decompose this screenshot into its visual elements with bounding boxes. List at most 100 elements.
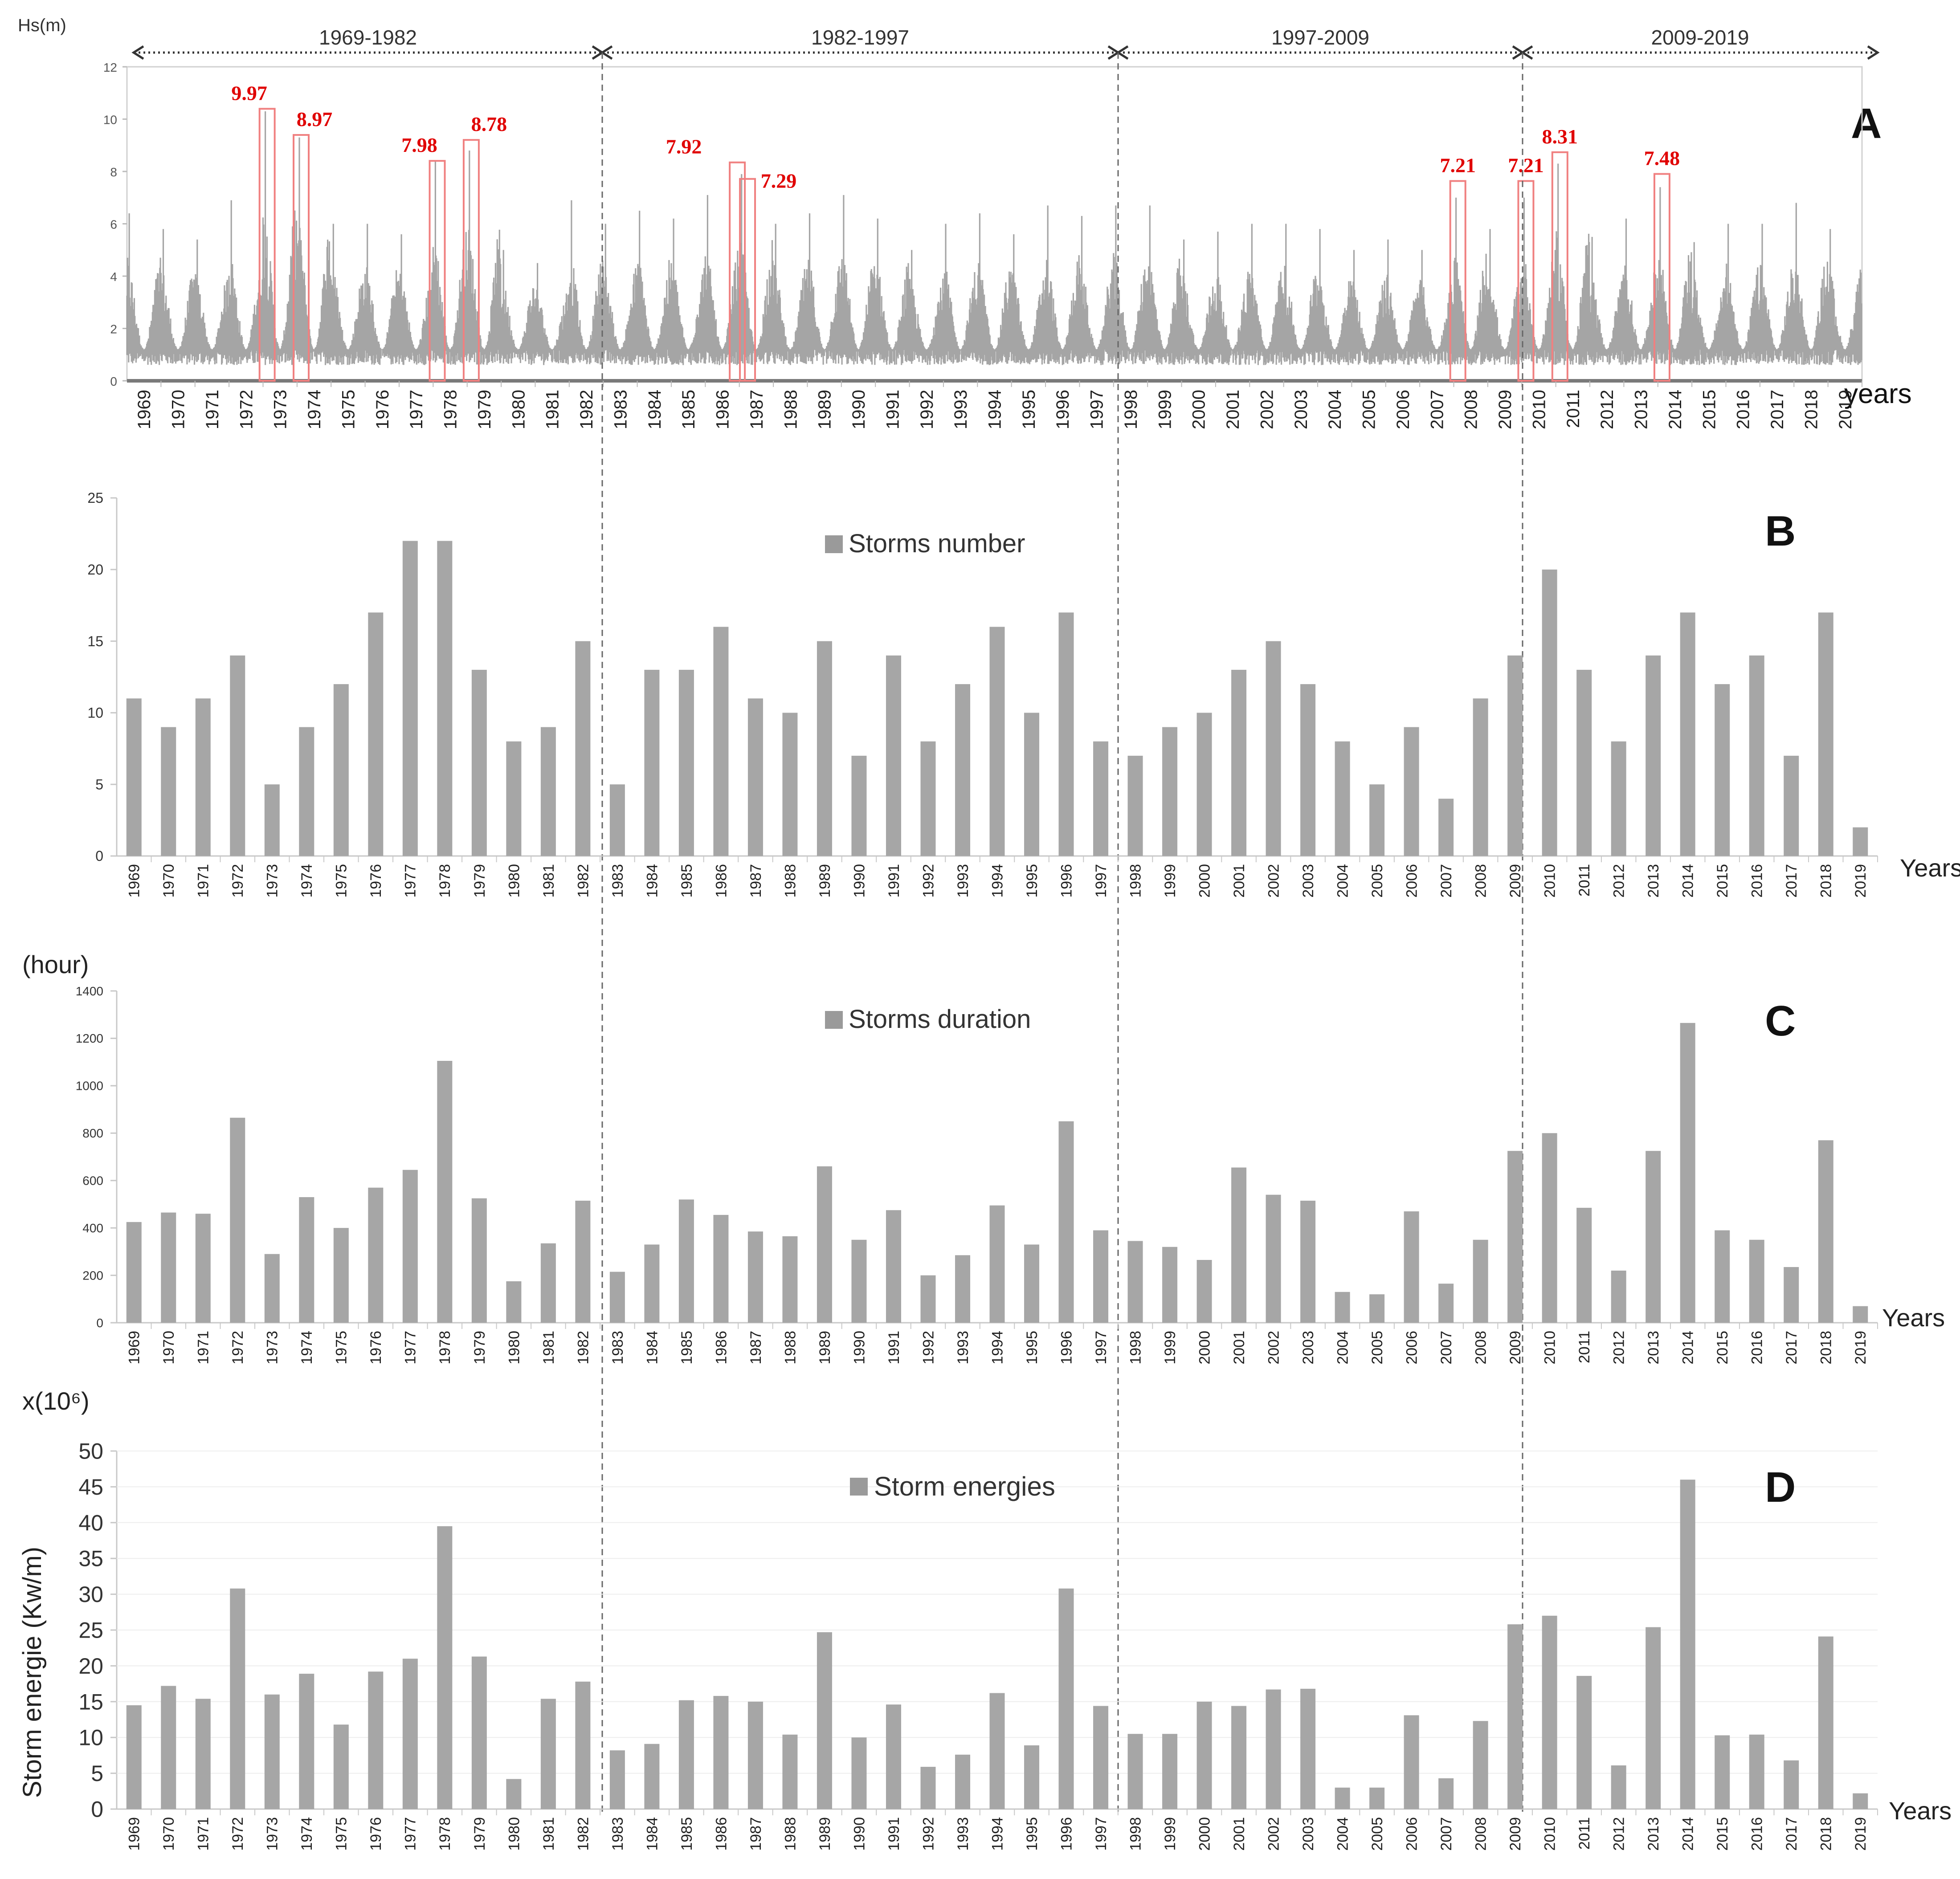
panel-a-peak-label: 7.21 bbox=[1508, 154, 1544, 176]
b-bar-2018 bbox=[1818, 612, 1833, 856]
d-xtick-label: 2019 bbox=[1852, 1817, 1869, 1851]
b-xtick-label: 1982 bbox=[575, 864, 592, 898]
c-xtick-label: 1995 bbox=[1024, 1331, 1041, 1365]
panel-a-xtick-label: 2016 bbox=[1734, 390, 1753, 429]
panel-c-xticks: 1969 1970 1971 1972 1973 1974 1975 1976 1977 1978… bbox=[126, 1331, 1869, 1365]
panel-a-xtick-label: 1992 bbox=[917, 390, 937, 429]
b-bar-2006 bbox=[1404, 727, 1419, 856]
c-bar-2009 bbox=[1507, 1151, 1523, 1323]
panel-a-peak-label: 8.97 bbox=[297, 108, 333, 130]
panel-a-xtick-label: 1984 bbox=[645, 390, 665, 429]
d-xtick-label: 1973 bbox=[264, 1817, 281, 1851]
d-xtick-label: 2006 bbox=[1404, 1817, 1421, 1851]
panel-c-storms-duration: (hour) 0 200 400 600 800 1000 1200 1400 1969 197… bbox=[22, 950, 1945, 1365]
panel-a-xtick-label: 1999 bbox=[1155, 390, 1175, 429]
panel-a-peak-label: 9.97 bbox=[231, 82, 267, 104]
c-xtick-label: 1988 bbox=[782, 1331, 799, 1365]
d-bar-2000 bbox=[1196, 1701, 1212, 1809]
d-xtick-label: 2003 bbox=[1300, 1817, 1317, 1851]
panel-a-xtick-label: 1977 bbox=[407, 390, 426, 429]
period-arrow-head-right bbox=[1867, 45, 1880, 60]
d-bar-1975 bbox=[333, 1724, 349, 1809]
d-xtick-label: 2017 bbox=[1783, 1817, 1800, 1851]
panel-a-xtick-label: 2005 bbox=[1360, 390, 1379, 429]
panel-a-xtick-label: 1980 bbox=[509, 390, 528, 429]
c-xtick-label: 2005 bbox=[1369, 1331, 1386, 1365]
panel-c-yticks: 0 200 400 600 800 1000 1200 1400 bbox=[76, 984, 103, 1330]
b-bar-2007 bbox=[1438, 799, 1454, 856]
b-bar-1984 bbox=[644, 669, 660, 856]
b-bar-2016 bbox=[1749, 655, 1764, 856]
d-xtick-label: 2016 bbox=[1749, 1817, 1766, 1851]
b-bar-2014 bbox=[1680, 612, 1695, 856]
c-ytick-label: 1400 bbox=[76, 984, 103, 998]
panel-a-ytick-label: 4 bbox=[110, 270, 117, 284]
c-bar-2005 bbox=[1369, 1294, 1385, 1323]
d-bar-2002 bbox=[1266, 1689, 1281, 1809]
b-bar-2008 bbox=[1473, 698, 1488, 856]
b-xtick-label: 1979 bbox=[471, 864, 488, 898]
b-bar-1972 bbox=[230, 655, 245, 856]
d-xtick-label: 2015 bbox=[1714, 1817, 1731, 1851]
c-bar-1972 bbox=[230, 1117, 245, 1323]
b-xtick-label: 2019 bbox=[1852, 864, 1869, 898]
c-xtick-label: 1998 bbox=[1127, 1331, 1144, 1365]
c-bar-1982 bbox=[575, 1200, 591, 1323]
d-xtick-label: 1993 bbox=[955, 1817, 972, 1851]
panel-a-xtick-label: 1986 bbox=[713, 390, 733, 429]
c-bar-1984 bbox=[644, 1244, 660, 1323]
period-label: 1982-1997 bbox=[811, 26, 909, 49]
c-bar-1999 bbox=[1162, 1247, 1178, 1323]
b-xtick-label: 1972 bbox=[229, 864, 246, 898]
c-xtick-label: 2002 bbox=[1265, 1331, 1282, 1365]
d-bar-1979 bbox=[471, 1656, 487, 1809]
d-bar-2019 bbox=[1853, 1793, 1868, 1809]
d-xtick-label: 1977 bbox=[402, 1817, 419, 1851]
c-xtick-label: 2011 bbox=[1576, 1331, 1593, 1363]
d-ytick-label: 45 bbox=[78, 1475, 103, 1500]
d-ytick-label: 20 bbox=[78, 1654, 103, 1679]
c-bar-1970 bbox=[161, 1212, 176, 1323]
b-bar-1979 bbox=[471, 669, 487, 856]
c-bar-1979 bbox=[471, 1198, 487, 1323]
panel-a-xtick-label: 2018 bbox=[1801, 390, 1821, 429]
panel-a-xtick-label: 2007 bbox=[1427, 390, 1447, 429]
panel-a-peak-label: 8.31 bbox=[1542, 125, 1578, 148]
d-bar-2006 bbox=[1404, 1715, 1419, 1809]
d-xtick-label: 1996 bbox=[1058, 1817, 1075, 1851]
b-xtick-label: 2006 bbox=[1404, 864, 1421, 898]
d-xtick-label: 1979 bbox=[471, 1817, 488, 1851]
b-bar-1986 bbox=[713, 627, 729, 856]
b-xtick-label: 2009 bbox=[1507, 864, 1524, 898]
b-xtick-label: 1992 bbox=[920, 864, 937, 898]
c-xtick-label: 1973 bbox=[264, 1331, 281, 1365]
b-bar-2013 bbox=[1646, 655, 1661, 856]
d-ytick-label: 25 bbox=[78, 1618, 103, 1643]
panel-a-xtick-label: 1976 bbox=[373, 390, 392, 429]
d-bar-1993 bbox=[955, 1754, 970, 1809]
c-xtick-label: 1976 bbox=[368, 1331, 384, 1365]
b-xtick-label: 1987 bbox=[747, 864, 764, 898]
d-xtick-label: 1970 bbox=[160, 1817, 177, 1851]
panel-a-ylabel: Hs(m) bbox=[18, 16, 66, 35]
b-bar-2019 bbox=[1853, 827, 1868, 856]
panel-d-legend-swatch bbox=[850, 1478, 868, 1496]
b-xtick-label: 1990 bbox=[851, 864, 868, 898]
b-bar-1970 bbox=[161, 727, 176, 856]
c-xtick-label: 1991 bbox=[886, 1331, 902, 1365]
c-xtick-label: 2019 bbox=[1852, 1331, 1869, 1365]
c-bar-2006 bbox=[1404, 1211, 1419, 1323]
d-xtick-label: 1971 bbox=[195, 1817, 212, 1851]
b-xtick-label: 1983 bbox=[609, 864, 626, 898]
d-bar-2017 bbox=[1784, 1760, 1799, 1809]
panel-a-xtick-label: 1985 bbox=[679, 390, 698, 429]
b-bar-2001 bbox=[1231, 669, 1247, 856]
c-bar-2015 bbox=[1715, 1230, 1730, 1323]
c-bar-2010 bbox=[1542, 1133, 1557, 1323]
b-bar-1990 bbox=[851, 755, 867, 856]
b-bar-1996 bbox=[1058, 612, 1074, 856]
panel-a-xtick-label: 2002 bbox=[1257, 390, 1277, 429]
b-xtick-label: 2015 bbox=[1714, 864, 1731, 898]
panel-b-legend-label: Storms number bbox=[849, 529, 1025, 558]
c-bar-1996 bbox=[1058, 1121, 1074, 1323]
